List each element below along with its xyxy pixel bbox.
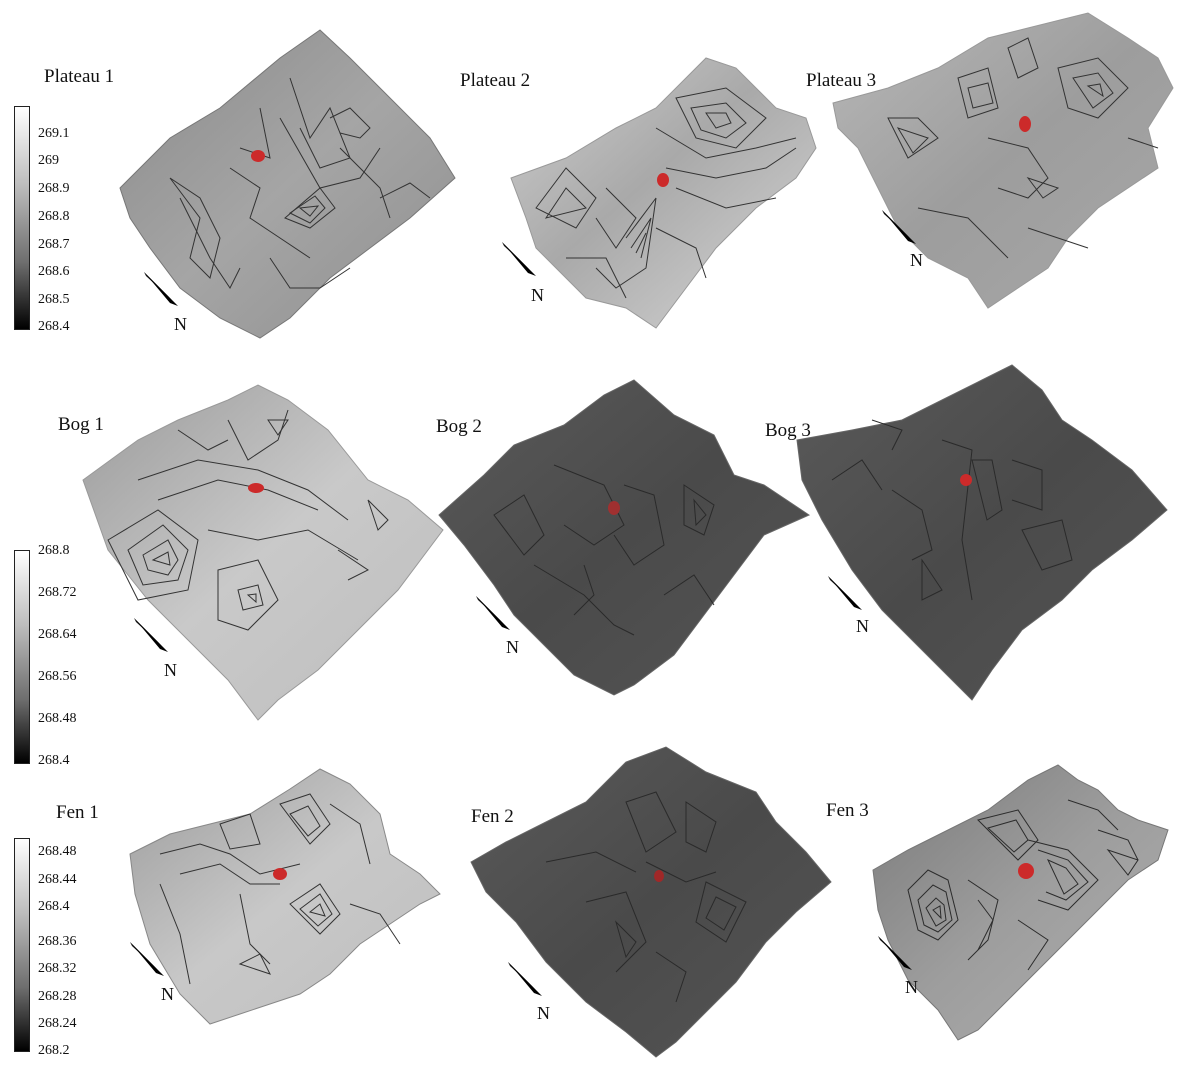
north-label: N	[506, 637, 519, 657]
panel-title: Fen 2	[471, 806, 514, 827]
north-arrow-icon	[882, 210, 916, 244]
colorbar-fen-tick: 268.32	[38, 961, 77, 976]
colorbar-plateau-tick: 268.6	[38, 264, 70, 279]
colorbar-bog-tick: 268.48	[38, 711, 77, 726]
marker-point	[248, 483, 264, 493]
colorbar-bog-tick: 268.56	[38, 669, 77, 684]
colorbar-fen-tick: 268.28	[38, 989, 77, 1004]
colorbar-plateau-tick: 269	[38, 153, 59, 168]
marker-point	[654, 870, 664, 882]
colorbar-plateau-tick: 268.5	[38, 292, 70, 307]
colorbar-fen-tick: 268.48	[38, 844, 77, 859]
colorbar-bog-gradient	[14, 550, 30, 764]
colorbar-fen-tick: 268.44	[38, 872, 77, 887]
marker-point	[1018, 863, 1034, 879]
colorbar-fen-tick: 268.2	[38, 1043, 70, 1058]
colorbar-bog-tick: 268.4	[38, 753, 70, 768]
terrain-surface	[796, 364, 1168, 701]
panel-title: Plateau 1	[44, 66, 115, 87]
colorbar-plateau-gradient	[14, 106, 30, 330]
terrain-surface	[82, 384, 444, 721]
panel-title: Bog 1	[58, 414, 104, 435]
north-arrow-icon	[130, 942, 164, 976]
colorbar-plateau-tick: 268.4	[38, 319, 70, 334]
panel-title: Fen 3	[826, 800, 869, 821]
north-label: N	[161, 984, 174, 1004]
panel-title: Bog 2	[436, 416, 482, 437]
north-label: N	[531, 285, 544, 305]
panel-title: Fen 1	[56, 802, 99, 823]
north-arrow-icon	[502, 242, 536, 276]
colorbar-plateau-tick: 269.1	[38, 126, 70, 141]
north-label: N	[910, 250, 923, 270]
marker-point	[273, 868, 287, 880]
north-label: N	[856, 616, 869, 636]
north-arrow-icon	[476, 596, 510, 630]
panel-title: Plateau 2	[460, 70, 531, 91]
colorbar-bog-tick: 268.72	[38, 585, 77, 600]
north-label: N	[164, 660, 177, 680]
terrain-surface	[129, 768, 441, 1025]
colorbar-fen-tick: 268.24	[38, 1016, 77, 1031]
colorbar-plateau-tick: 268.7	[38, 237, 70, 252]
colorbar-bog-tick: 268.8	[38, 543, 70, 558]
colorbar-bog-tick: 268.64	[38, 627, 77, 642]
north-arrow-icon	[508, 962, 542, 996]
north-label: N	[174, 314, 187, 334]
colorbar-fen-gradient	[14, 838, 30, 1052]
colorbar-plateau-tick: 268.8	[38, 209, 70, 224]
marker-point	[960, 474, 972, 486]
colorbar-plateau-tick: 268.9	[38, 181, 70, 196]
terrain-surface	[470, 746, 832, 1058]
north-arrow-icon	[144, 272, 178, 306]
north-arrow-icon	[828, 576, 862, 610]
colorbar-fen-tick: 268.4	[38, 899, 70, 914]
terrain-surface	[438, 379, 811, 696]
terrain-surface	[119, 29, 456, 339]
north-arrow-icon	[134, 618, 168, 652]
colorbar-fen-tick: 268.36	[38, 934, 77, 949]
panel-title: Bog 3	[765, 420, 811, 441]
terrain-surface	[832, 12, 1174, 309]
terrain-surface	[872, 764, 1169, 1041]
marker-point	[1019, 116, 1031, 132]
marker-point	[251, 150, 265, 162]
panel-title: Plateau 3	[806, 70, 877, 91]
north-label: N	[905, 977, 918, 997]
marker-point	[657, 173, 669, 187]
north-label: N	[537, 1003, 550, 1023]
terrain-surface	[510, 57, 817, 329]
marker-point	[608, 501, 620, 515]
north-arrow-icon	[878, 936, 912, 970]
